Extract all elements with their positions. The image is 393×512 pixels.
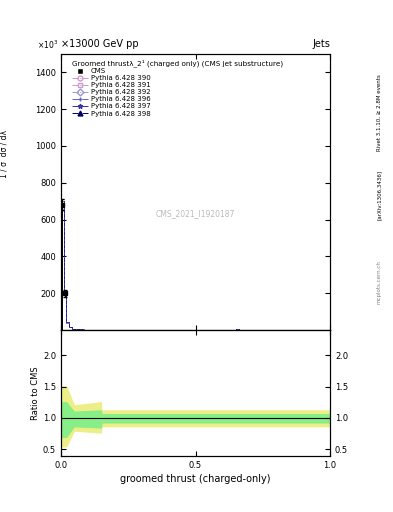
X-axis label: groomed thrust (charged-only): groomed thrust (charged-only): [120, 474, 271, 484]
Text: Jets: Jets: [312, 38, 330, 49]
Legend: CMS, Pythia 6.428 390, Pythia 6.428 391, Pythia 6.428 392, Pythia 6.428 396, Pyt: CMS, Pythia 6.428 390, Pythia 6.428 391,…: [72, 68, 150, 117]
Y-axis label: Ratio to CMS: Ratio to CMS: [31, 366, 40, 420]
Text: Rivet 3.1.10, ≥ 2.8M events: Rivet 3.1.10, ≥ 2.8M events: [377, 74, 382, 151]
Text: [arXiv:1306.3436]: [arXiv:1306.3436]: [377, 169, 382, 220]
Text: Groomed thrustλ_2¹ (charged only) (CMS jet substructure): Groomed thrustλ_2¹ (charged only) (CMS j…: [72, 59, 283, 67]
Text: 1 / σ  dσ / dλ: 1 / σ dσ / dλ: [0, 130, 8, 178]
Text: ×13000 GeV pp: ×13000 GeV pp: [61, 38, 139, 49]
Text: mcplots.cern.ch: mcplots.cern.ch: [377, 260, 382, 304]
Text: $\times$10$^3$: $\times$10$^3$: [37, 38, 58, 51]
Text: CMS_2021_I1920187: CMS_2021_I1920187: [156, 209, 235, 219]
